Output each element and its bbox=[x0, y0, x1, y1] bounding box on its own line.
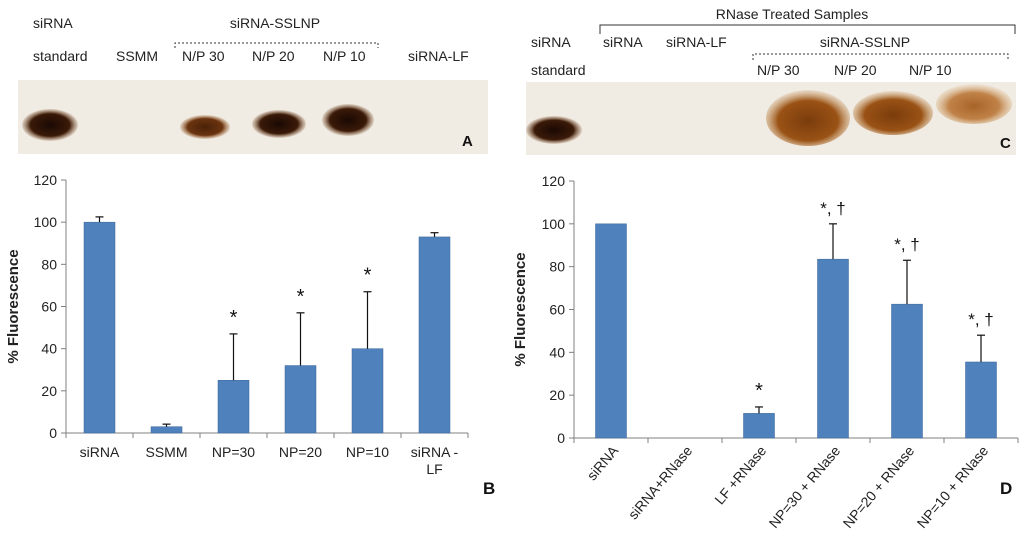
panel-c-siRNA-label: siRNA bbox=[531, 34, 571, 50]
y-tick-label: 120 bbox=[542, 173, 566, 189]
bar bbox=[965, 361, 997, 439]
panel-c-lf-label: siRNA-LF bbox=[666, 34, 727, 50]
panel-c-band-standard bbox=[526, 116, 582, 144]
panel-c: RNase Treated Samples siRNA siRNA siRNA-… bbox=[526, 6, 1016, 155]
panel-c-sslnp-label: siRNA-SSLNP bbox=[820, 34, 910, 50]
significance-label: * bbox=[364, 265, 372, 287]
x-tick-label: siRNA -LF bbox=[411, 444, 459, 477]
panel-a-letter: A bbox=[462, 133, 473, 150]
bar bbox=[351, 348, 384, 434]
panel-c-lane-standard: standard bbox=[531, 62, 585, 78]
panel-a-band-np20 bbox=[252, 110, 306, 138]
panel-c-sslnp-bracket bbox=[752, 53, 1009, 60]
chart-d: 0 20 40 60 80 100 120 % Fluorescence siRNA siRNA+… bbox=[512, 173, 1019, 531]
panel-b-letter: B bbox=[483, 479, 495, 498]
significance-label: * bbox=[297, 286, 305, 308]
panel-a-sslnp-label: siRNA-SSLNP bbox=[230, 15, 320, 31]
significance-label: * bbox=[230, 307, 238, 329]
bar bbox=[83, 221, 116, 434]
panel-c-letter: C bbox=[1000, 135, 1011, 152]
y-tick-label: 20 bbox=[549, 387, 565, 403]
panel-a-band-np30 bbox=[180, 115, 230, 139]
bar bbox=[284, 365, 317, 434]
y-tick-label: 100 bbox=[542, 216, 566, 232]
significance-label: *, † bbox=[820, 199, 846, 218]
panel-c-lane-np20: N/P 20 bbox=[834, 62, 877, 78]
y-tick-label: 60 bbox=[549, 302, 565, 318]
y-tick-label: 0 bbox=[49, 425, 57, 441]
panel-c-band-np30 bbox=[766, 90, 850, 146]
x-tick-label: siRNA bbox=[584, 442, 622, 483]
panel-c-band-np20 bbox=[853, 91, 933, 135]
y-tick-label: 80 bbox=[549, 259, 565, 275]
y-tick-label: 120 bbox=[34, 172, 58, 188]
y-tick-label: 40 bbox=[549, 344, 565, 360]
x-tick-label: SSMM bbox=[146, 444, 188, 460]
bar bbox=[891, 303, 923, 439]
panel-a-lane-standard: standard bbox=[33, 48, 87, 64]
bar bbox=[150, 426, 183, 434]
x-tick-label: NP=30 bbox=[212, 444, 255, 460]
x-tick-label: NP=30 + RNase bbox=[766, 442, 844, 531]
x-tick-label: siRNA+RNase bbox=[625, 442, 696, 522]
y-tick-label: 80 bbox=[41, 256, 57, 272]
y-tick-label: 40 bbox=[41, 341, 57, 357]
x-tick-label: LF +RNase bbox=[711, 442, 769, 507]
panel-a-band-standard bbox=[22, 109, 78, 141]
panel-c-siRNA-rnase-label: siRNA bbox=[603, 34, 643, 50]
y-tick-label: 20 bbox=[41, 383, 57, 399]
chart-b: 0 20 40 60 80 100 120 % Fluorescence siRNA SSMM * N… bbox=[5, 172, 469, 477]
panel-a: siRNA siRNA-SSLNP standard SSMM N/P 30 N… bbox=[18, 15, 488, 154]
panel-a-lane-np30: N/P 30 bbox=[182, 48, 225, 64]
y-axis-label: % Fluorescence bbox=[512, 252, 529, 366]
x-tick-label: siRNA bbox=[80, 444, 120, 460]
panel-a-lane-ssmm: SSMM bbox=[116, 48, 158, 64]
y-axis-label: % Fluorescence bbox=[5, 249, 22, 363]
significance-label: * bbox=[755, 380, 763, 402]
panel-a-siRNA-label: siRNA bbox=[33, 15, 73, 31]
panel-d-letter: D bbox=[1000, 479, 1012, 498]
panel-a-band-np10 bbox=[322, 104, 374, 136]
panel-c-band-np10 bbox=[936, 84, 1012, 124]
x-tick-label: NP=20 + RNase bbox=[840, 442, 918, 531]
x-tick-label: NP=10 + RNase bbox=[914, 442, 992, 531]
bar bbox=[743, 413, 775, 439]
y-tick-label: 60 bbox=[41, 299, 57, 315]
significance-label: *, † bbox=[894, 235, 920, 254]
y-tick-label: 0 bbox=[557, 430, 565, 446]
bar bbox=[817, 258, 849, 439]
x-tick-label: NP=10 bbox=[346, 444, 389, 460]
significance-label: *, † bbox=[968, 310, 994, 329]
y-tick-label: 100 bbox=[34, 214, 58, 230]
panel-c-lane-np10: N/P 10 bbox=[909, 62, 952, 78]
panel-a-lane-lf: siRNA-LF bbox=[408, 48, 469, 64]
panel-c-bracket bbox=[599, 24, 1016, 34]
x-tick-label: NP=20 bbox=[279, 444, 322, 460]
panel-a-lane-np20: N/P 20 bbox=[252, 48, 295, 64]
panel-c-bracket-title: RNase Treated Samples bbox=[716, 6, 869, 22]
panel-a-lane-np10: N/P 10 bbox=[323, 48, 366, 64]
bar bbox=[595, 223, 627, 439]
bar bbox=[418, 236, 451, 434]
bar bbox=[217, 380, 250, 434]
panel-c-lane-np30: N/P 30 bbox=[757, 62, 800, 78]
panel-a-gel bbox=[18, 80, 488, 154]
